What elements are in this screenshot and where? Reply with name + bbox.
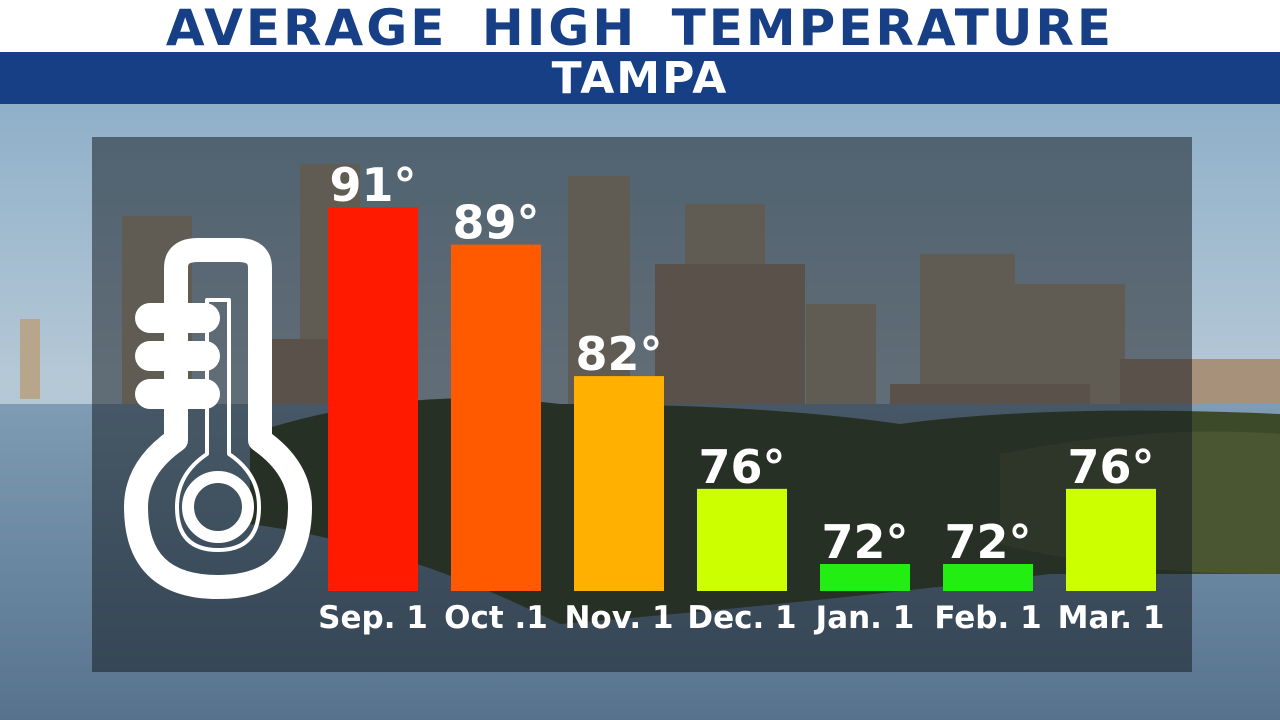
value-label-oct-1: 89°	[452, 196, 539, 250]
category-label-nov-1: Nov. 1	[564, 600, 673, 636]
category-label-oct-1: Oct .1	[444, 600, 548, 636]
chart-title: AVERAGE HIGH TEMPERATURE	[165, 0, 1115, 57]
bar-nov-1	[574, 376, 664, 591]
thermometer-icon	[124, 238, 312, 599]
value-label-dec-1: 76°	[698, 440, 785, 494]
bar-oct-1	[451, 244, 541, 591]
value-label-nov-1: 82°	[575, 327, 662, 381]
bar-jan-1	[820, 564, 910, 591]
value-label-sep-1: 91°	[329, 158, 416, 212]
value-label-jan-1: 72°	[821, 515, 908, 569]
title-band	[0, 0, 1280, 52]
category-label-sep-1: Sep. 1	[318, 600, 428, 636]
chart-subtitle: TAMPA	[551, 53, 729, 104]
value-labels-group: 91° 89° 82° 76° 72° 72° 76°	[329, 158, 1154, 569]
category-label-feb-1: Feb. 1	[934, 600, 1041, 636]
bar-feb-1	[943, 564, 1033, 591]
value-label-feb-1: 72°	[944, 515, 1031, 569]
category-label-jan-1: Jan. 1	[814, 600, 915, 636]
bars-group	[328, 207, 1156, 591]
bar-mar-1	[1066, 488, 1156, 591]
bar-sep-1	[328, 207, 418, 591]
value-label-mar-1: 76°	[1067, 440, 1154, 494]
bar-dec-1	[697, 488, 787, 591]
category-labels-group: Sep. 1 Oct .1 Nov. 1 Dec. 1 Jan. 1 Feb. 1 Mar.…	[318, 600, 1164, 636]
category-label-dec-1: Dec. 1	[687, 600, 796, 636]
subtitle-band	[0, 52, 1280, 104]
category-label-mar-1: Mar. 1	[1058, 600, 1165, 636]
